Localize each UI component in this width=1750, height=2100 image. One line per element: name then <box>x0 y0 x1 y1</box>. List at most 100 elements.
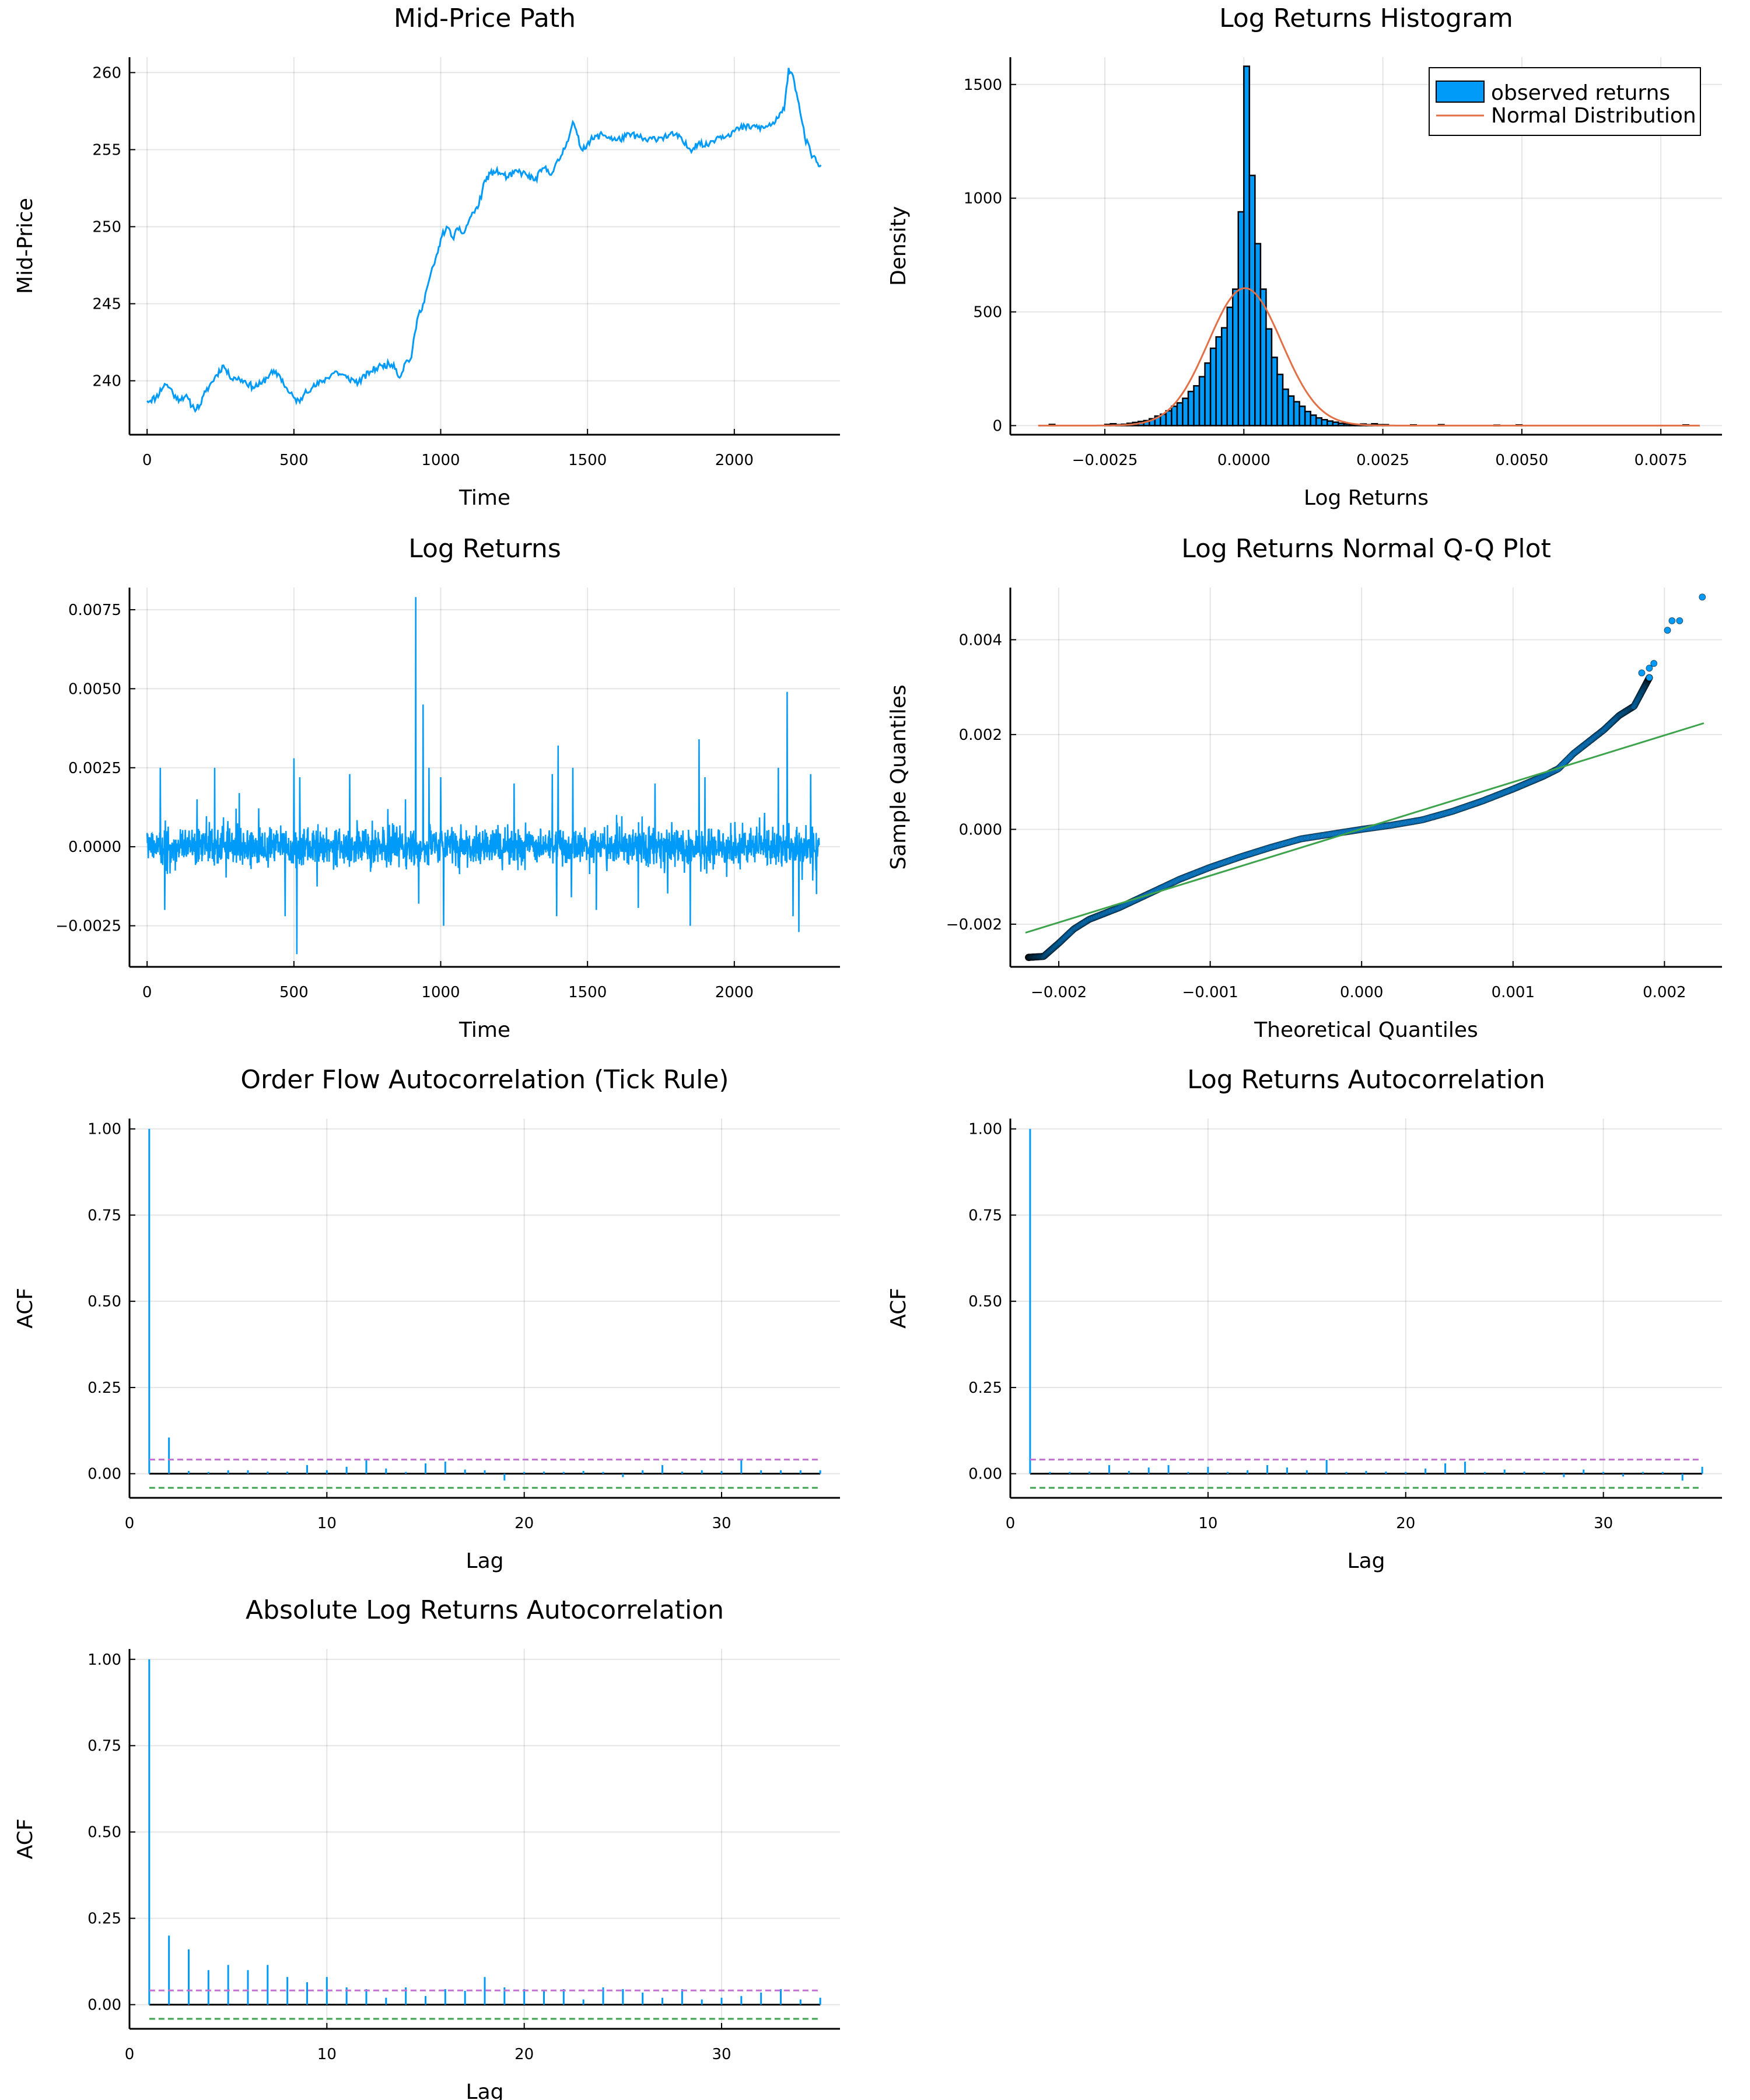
x-tick-label: 1500 <box>568 452 607 469</box>
chart-title: Log Returns Normal Q-Q Plot <box>1181 534 1551 564</box>
x-tick-label: 0 <box>142 452 152 469</box>
x-axis-label: Lag <box>1348 1549 1385 1573</box>
y-tick-label: 500 <box>973 304 1002 322</box>
x-axis-label: Lag <box>466 2080 504 2100</box>
log-returns-line <box>146 597 820 955</box>
y-tick-label: 0.50 <box>88 1293 121 1311</box>
qq-outlier-point <box>1676 617 1684 624</box>
y-tick-label: 250 <box>92 218 121 236</box>
x-axis-label: Time <box>459 486 510 510</box>
y-tick-label: 0.000 <box>959 821 1002 838</box>
x-axis-label: Lag <box>466 1549 504 1573</box>
histogram-bar <box>1287 395 1295 427</box>
chart-title: Order Flow Autocorrelation (Tick Rule) <box>240 1065 729 1095</box>
x-tick-label: 10 <box>317 2046 337 2063</box>
log-returns-panel: 0 500 1000 1500 2000 −0.0025 0.0000 0.0025 0.005… <box>55 534 840 1042</box>
y-tick-label: 0.25 <box>968 1379 1002 1397</box>
x-axis-label: Theoretical Quantiles <box>1254 1018 1478 1042</box>
legend-label-observed: observed returns <box>1491 81 1670 105</box>
histogram-bar <box>1232 288 1240 427</box>
y-tick-label: 0.0025 <box>68 760 121 777</box>
histogram-bar <box>1220 327 1228 427</box>
x-axis-label: Log Returns <box>1304 486 1429 510</box>
chart-title: Mid-Price Path <box>394 4 576 33</box>
normal-distribution-line <box>1038 287 1700 427</box>
y-tick-label: 0.00 <box>88 1997 121 2014</box>
y-tick-label: 0.0075 <box>68 602 121 619</box>
histogram-bar <box>1198 376 1206 427</box>
histogram-bar <box>1215 336 1223 427</box>
x-tick-label: 1000 <box>421 984 460 1001</box>
y-tick-label: 0.75 <box>88 1738 121 1755</box>
x-tick-label: 30 <box>712 1515 731 1532</box>
y-tick-label: 0.002 <box>959 726 1002 744</box>
histogram-bar <box>1259 288 1267 427</box>
histogram-bar <box>1343 423 1350 427</box>
y-axis-label: ACF <box>13 1288 37 1329</box>
x-tick-label: 0.002 <box>1643 984 1686 1001</box>
log-returns-acf-panel: 0 10 20 30 0.00 0.25 0.50 0.75 1.00 Log Returns A… <box>887 1065 1722 1573</box>
y-tick-label: 1.00 <box>88 1121 121 1138</box>
x-tick-label: 0.001 <box>1492 984 1535 1001</box>
y-tick-label: 255 <box>92 141 121 159</box>
histogram-bar <box>1276 373 1284 427</box>
x-tick-label: 20 <box>514 1515 534 1532</box>
chart-title: Log Returns <box>408 534 561 564</box>
x-tick-label: 0.0025 <box>1356 452 1409 469</box>
abs-log-returns-acf-panel: 0 10 20 30 0.00 0.25 0.50 0.75 1.00 Absolute Log … <box>13 1595 840 2100</box>
x-tick-label: 10 <box>1198 1515 1217 1532</box>
qq-plot-panel: −0.002 −0.001 0.000 0.001 0.002 −0.002 0.000 0.… <box>887 534 1722 1042</box>
y-tick-label: 0.50 <box>968 1293 1002 1311</box>
y-axis-label: Mid-Price <box>13 198 37 294</box>
histogram-bar <box>1248 174 1256 427</box>
histogram-bar <box>1182 397 1189 427</box>
x-tick-label: 2000 <box>715 984 754 1001</box>
histogram-bar <box>1209 347 1217 427</box>
y-tick-label: 1500 <box>964 76 1002 94</box>
y-tick-label: 245 <box>92 296 121 313</box>
y-tick-label: 0.25 <box>88 1910 121 1928</box>
histogram-bar <box>1187 390 1195 427</box>
x-tick-label: 20 <box>1396 1515 1415 1532</box>
histogram-bar <box>1310 414 1317 427</box>
chart-title: Log Returns Autocorrelation <box>1187 1065 1545 1095</box>
order-flow-acf-panel: 0 10 20 30 0.00 0.25 0.50 0.75 1.00 Order Flow Au… <box>13 1065 840 1573</box>
x-tick-label: −0.002 <box>1031 984 1087 1001</box>
y-tick-label: 0.25 <box>88 1379 121 1397</box>
x-tick-label: −0.0025 <box>1072 452 1138 469</box>
histogram-bar <box>1226 306 1234 427</box>
x-tick-label: 0.0050 <box>1495 452 1548 469</box>
histogram-bar <box>1165 410 1172 427</box>
x-tick-label: 0 <box>142 984 152 1001</box>
histogram-bar <box>1204 362 1212 427</box>
x-tick-label: 500 <box>279 984 309 1001</box>
histogram-bar <box>1338 422 1345 427</box>
x-tick-label: 1000 <box>421 452 460 469</box>
y-tick-label: 1.00 <box>968 1121 1002 1138</box>
histogram-bar <box>1243 65 1251 427</box>
qq-reference-line <box>1025 722 1704 934</box>
qq-outlier-point <box>1650 660 1658 667</box>
x-tick-label: 0.0075 <box>1634 452 1688 469</box>
histogram-bar <box>1265 328 1273 427</box>
histogram-bar <box>1298 406 1306 427</box>
x-tick-label: 20 <box>514 2046 534 2063</box>
x-tick-label: 0 <box>125 2046 135 2063</box>
histogram-bar <box>1315 417 1322 427</box>
histogram-bar <box>1237 211 1245 427</box>
y-tick-label: −0.0025 <box>55 918 121 935</box>
y-tick-label: 0.75 <box>88 1207 121 1224</box>
qq-outlier-point <box>1668 617 1676 624</box>
x-axis-label: Time <box>459 1018 510 1042</box>
histogram-bar <box>1326 420 1334 427</box>
histogram-bar <box>1304 410 1311 427</box>
qq-outlier-point <box>1664 627 1671 634</box>
y-tick-label: 240 <box>92 373 121 390</box>
y-tick-label: 1000 <box>964 190 1002 208</box>
histogram-bar <box>1321 419 1328 427</box>
x-tick-label: 1500 <box>568 984 607 1001</box>
qq-outlier-point <box>1638 669 1646 677</box>
